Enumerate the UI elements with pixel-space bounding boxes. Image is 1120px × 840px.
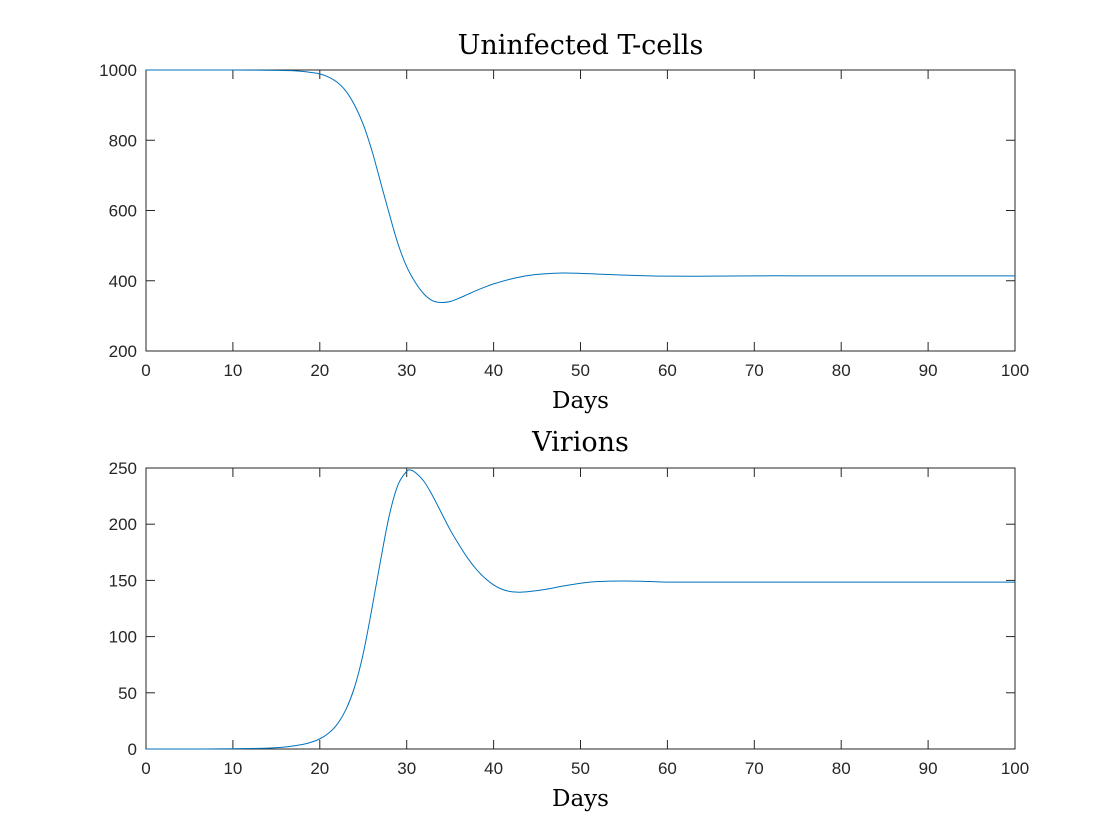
x-axis-label: Days: [552, 786, 609, 812]
x-tick-label: 40: [484, 361, 503, 380]
x-tick-label: 0: [141, 361, 150, 380]
x-tick-label: 80: [832, 361, 851, 380]
x-tick-label: 10: [223, 361, 242, 380]
x-tick-label: 30: [397, 759, 416, 778]
series-line-uninfected-t-cells: [146, 69, 1015, 304]
x-tick-label: 20: [310, 361, 329, 380]
tick-group: 0 10 20 30 40 50 60 70 80 90 100 0 50 100 150 200 250: [109, 459, 1030, 778]
y-tick-label: 150: [109, 571, 137, 590]
x-axis-label: Days: [552, 388, 609, 414]
x-tick-label: 20: [310, 759, 329, 778]
subplot-uninfected-t-cells: Uninfected T-cells Days 0 10 20 30 40 50 60 70 8…: [99, 30, 1029, 414]
x-tick-label: 70: [745, 361, 764, 380]
x-tick-label: 10: [223, 759, 242, 778]
x-tick-label: 50: [571, 759, 590, 778]
x-tick-label: 100: [1001, 361, 1029, 380]
x-tick-label: 60: [658, 759, 677, 778]
y-tick-label: 600: [109, 202, 137, 221]
y-tick-label: 200: [109, 342, 137, 361]
x-tick-label: 80: [832, 759, 851, 778]
x-tick-label: 0: [141, 759, 150, 778]
y-tick-label: 0: [128, 740, 137, 759]
y-tick-label: 250: [109, 459, 137, 478]
x-tick-label: 90: [919, 361, 938, 380]
x-tick-label: 60: [658, 361, 677, 380]
x-tick-label: 40: [484, 759, 503, 778]
x-tick-label: 90: [919, 759, 938, 778]
y-tick-label: 100: [109, 628, 137, 647]
y-tick-label: 800: [109, 131, 137, 150]
tick-group: 0 10 20 30 40 50 60 70 80 90 100 200 400 600 800 1000: [99, 61, 1029, 380]
axes-box: [145, 69, 1016, 352]
y-tick-label: 200: [109, 515, 137, 534]
x-tick-label: 30: [397, 361, 416, 380]
chart-title: Virions: [531, 427, 629, 458]
x-tick-label: 70: [745, 759, 764, 778]
x-tick-label: 100: [1001, 759, 1029, 778]
y-tick-label: 50: [118, 684, 137, 703]
x-tick-label: 50: [571, 361, 590, 380]
y-tick-label: 400: [109, 272, 137, 291]
y-tick-label: 1000: [99, 61, 137, 80]
axes-box: [145, 467, 1016, 750]
subplot-virions: Virions Days 0 10 20 30 40 50 60 70 80 90 100 0 50 10…: [109, 427, 1030, 812]
series-line-virions: [145, 469, 1015, 750]
chart-title: Uninfected T-cells: [458, 30, 704, 61]
